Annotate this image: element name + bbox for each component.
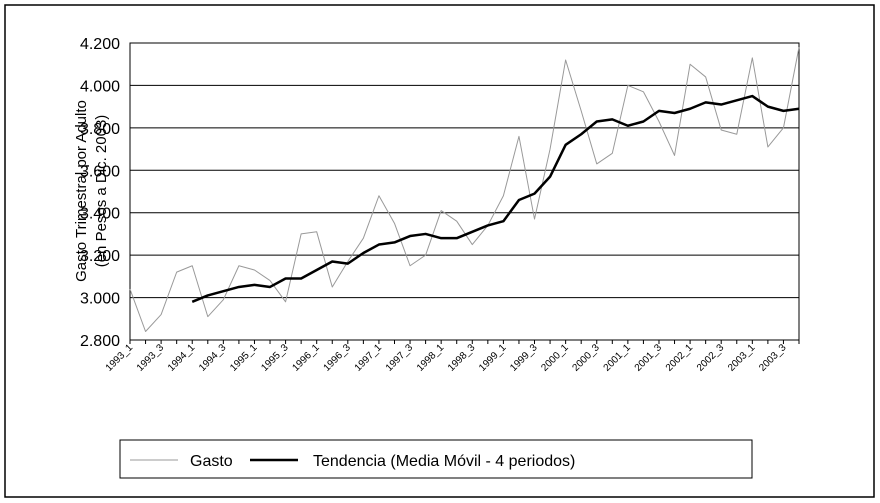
y-tick-label: 2.800	[80, 333, 120, 350]
x-tick-label: 1995_3	[259, 342, 291, 374]
series-line	[191, 94, 800, 303]
x-tick-label: 1999_3	[508, 342, 540, 374]
legend-label: Tendencia (Media Móvil - 4 periodos)	[313, 453, 575, 470]
y-axis-title-line: (en Pesos a Dic. 2003)	[93, 115, 110, 268]
x-tick-label: 2002_3	[695, 342, 727, 374]
x-tick-label: 2000_1	[539, 342, 571, 374]
y-tick-label: 3.200	[80, 248, 120, 265]
y-tick-label: 3.400	[80, 206, 120, 223]
x-tick-label: 1999_1	[477, 342, 509, 374]
x-tick-label: 1993_3	[135, 342, 167, 374]
plot-area	[129, 42, 800, 341]
legend	[119, 439, 753, 479]
x-tick-label: 1997_3	[384, 342, 416, 374]
x-tick-label: 1994_3	[197, 342, 229, 374]
y-axis-title: Gasto Trimestral por Adulto (en Pesos a …	[73, 100, 110, 282]
x-tick-label: 1995_1	[228, 342, 260, 374]
x-tick-label: 1997_1	[353, 342, 385, 374]
y-tick-label: 4.200	[80, 36, 120, 53]
y-tick-label: 3.800	[80, 121, 120, 138]
x-tick-label: 2002_1	[664, 342, 696, 374]
x-tick-label: 2001_3	[633, 342, 665, 374]
x-tick-label: 2003_1	[726, 342, 758, 374]
x-tick-label: 1998_1	[415, 342, 447, 374]
x-tick-label: 2001_1	[602, 342, 634, 374]
chart-frame	[4, 4, 875, 498]
x-tick-label: 1996_3	[322, 342, 354, 374]
x-tick-label: 2003_3	[757, 342, 789, 374]
x-tick-label: 2000_3	[570, 342, 602, 374]
x-tick-label: 1998_3	[446, 342, 478, 374]
legend-label: Gasto	[190, 453, 233, 470]
series-line	[129, 47, 800, 333]
y-axis-title-line: Gasto Trimestral por Adulto	[73, 100, 90, 282]
y-tick-label: 3.000	[80, 291, 120, 308]
y-tick-label: 4.000	[80, 78, 120, 95]
x-tick-label: 1994_1	[166, 342, 198, 374]
x-tick-label: 1996_1	[290, 342, 322, 374]
y-tick-label: 3.600	[80, 163, 120, 180]
